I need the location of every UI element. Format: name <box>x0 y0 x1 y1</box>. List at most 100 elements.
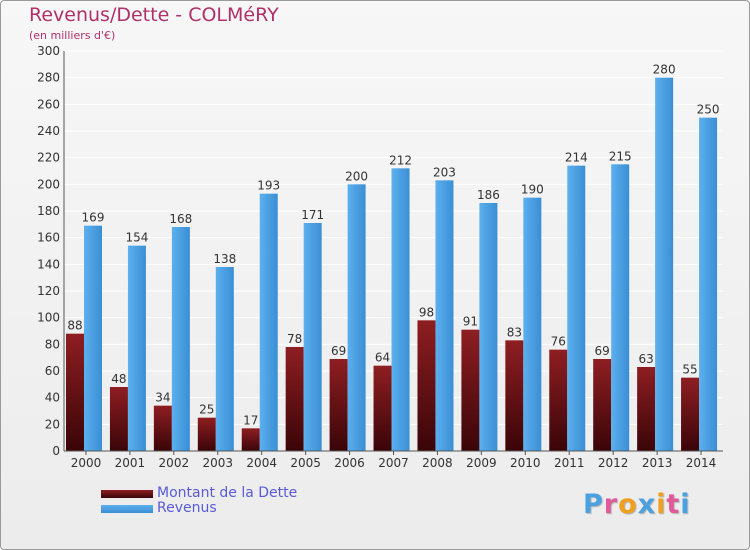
bar-debt <box>373 365 392 451</box>
data-label-revenue: 203 <box>433 165 456 179</box>
bar-debt <box>285 347 304 451</box>
logo-letter: i <box>656 489 667 520</box>
data-label-revenue: 190 <box>521 183 544 197</box>
x-tick-label: 2000 <box>71 456 102 470</box>
bar-debt <box>153 405 172 451</box>
legend-label-debt: Montant de la Dette <box>157 485 298 501</box>
bar-revenue <box>479 203 498 451</box>
y-tick-label: 20 <box>45 417 60 431</box>
logo-letter: o <box>618 489 638 520</box>
y-tick-label: 120 <box>37 284 60 298</box>
data-label-debt: 63 <box>638 352 653 366</box>
data-label-revenue: 212 <box>389 153 412 167</box>
y-tick-label: 140 <box>37 257 60 271</box>
data-label-revenue: 171 <box>301 208 324 222</box>
data-label-revenue: 215 <box>609 149 632 163</box>
y-tick-label: 40 <box>45 391 60 405</box>
y-tick-label: 160 <box>37 231 60 245</box>
y-tick-label: 60 <box>45 364 60 378</box>
data-label-revenue: 250 <box>697 103 720 117</box>
data-label-debt: 69 <box>595 344 610 358</box>
chart-subtitle: (en milliers d'€) <box>29 29 116 42</box>
bar-debt <box>109 387 128 451</box>
data-label-debt: 88 <box>67 319 82 333</box>
bar-debt <box>549 349 568 451</box>
data-label-debt: 98 <box>419 305 434 319</box>
bar-debt <box>241 428 260 451</box>
x-tick-label: 2006 <box>334 456 365 470</box>
y-tick-label: 200 <box>37 177 60 191</box>
y-tick-label: 300 <box>37 44 60 58</box>
x-tick-label: 2002 <box>159 456 190 470</box>
x-tick-label: 2011 <box>554 456 585 470</box>
chart-title: Revenus/Dette - COLMéRY <box>29 4 279 26</box>
data-label-debt: 25 <box>199 403 214 417</box>
bar-revenue <box>391 168 410 452</box>
logo-letter: P <box>583 489 604 520</box>
y-tick-label: 80 <box>45 337 60 351</box>
bar-revenue <box>259 193 278 451</box>
bar-debt <box>197 417 216 451</box>
y-tick-label: 180 <box>37 204 60 218</box>
logo-letter: t <box>666 489 681 520</box>
x-tick-label: 2014 <box>686 456 717 470</box>
bar-debt <box>66 333 84 451</box>
y-tick-label: 100 <box>37 311 60 325</box>
legend-swatch-debt <box>101 490 153 498</box>
legend-label-revenue: Revenus <box>157 500 217 516</box>
y-tick-label: 240 <box>37 124 60 138</box>
data-label-revenue: 280 <box>653 63 676 77</box>
y-tick-label: 280 <box>37 71 60 85</box>
logo-letter: x <box>637 489 657 520</box>
data-label-debt: 76 <box>551 335 566 349</box>
data-label-debt: 55 <box>682 363 697 377</box>
x-tick-label: 2003 <box>202 456 233 470</box>
bar-revenue <box>567 165 586 451</box>
x-tick-label: 2008 <box>422 456 453 470</box>
bar-revenue <box>655 77 674 452</box>
data-label-revenue: 154 <box>125 231 148 245</box>
data-label-revenue: 168 <box>169 212 192 226</box>
bar-revenue <box>84 225 102 451</box>
y-tick-label: 220 <box>37 151 60 165</box>
x-tick-label: 2001 <box>115 456 146 470</box>
data-label-revenue: 214 <box>565 151 588 165</box>
y-tick-label: 260 <box>37 97 60 111</box>
data-label-revenue: 200 <box>345 169 368 183</box>
bar-revenue <box>523 197 542 451</box>
bar-debt <box>505 340 524 451</box>
bar-debt <box>329 359 348 451</box>
data-label-debt: 91 <box>463 315 478 329</box>
data-label-revenue: 138 <box>213 252 236 266</box>
x-tick-label: 2010 <box>510 456 541 470</box>
data-label-debt: 64 <box>375 351 390 365</box>
logo-letter: r <box>603 489 619 520</box>
x-tick-label: 2012 <box>598 456 629 470</box>
data-label-debt: 83 <box>507 325 522 339</box>
data-label-debt: 69 <box>331 344 346 358</box>
bar-revenue <box>699 117 718 452</box>
bar-revenue <box>611 164 630 452</box>
bar-debt <box>417 320 436 451</box>
x-tick-label: 2009 <box>466 456 497 470</box>
proxiti-logo: Proxiti <box>583 489 691 520</box>
bar-revenue <box>435 180 454 452</box>
data-label-revenue: 186 <box>477 188 500 202</box>
data-label-debt: 17 <box>243 413 258 427</box>
bar-revenue <box>347 184 366 452</box>
x-tick-label: 2007 <box>378 456 409 470</box>
x-tick-label: 2013 <box>642 456 673 470</box>
bar-debt <box>593 359 612 451</box>
x-tick-label: 2004 <box>246 456 277 470</box>
bar-revenue <box>215 267 234 451</box>
bar-debt <box>681 377 700 451</box>
bar-revenue <box>127 245 146 451</box>
logo-letter: i <box>680 489 691 520</box>
y-tick-label: 0 <box>52 444 60 458</box>
data-label-revenue: 169 <box>82 211 105 225</box>
data-label-debt: 34 <box>155 391 170 405</box>
bar-debt <box>637 367 656 451</box>
bar-debt <box>461 329 480 451</box>
